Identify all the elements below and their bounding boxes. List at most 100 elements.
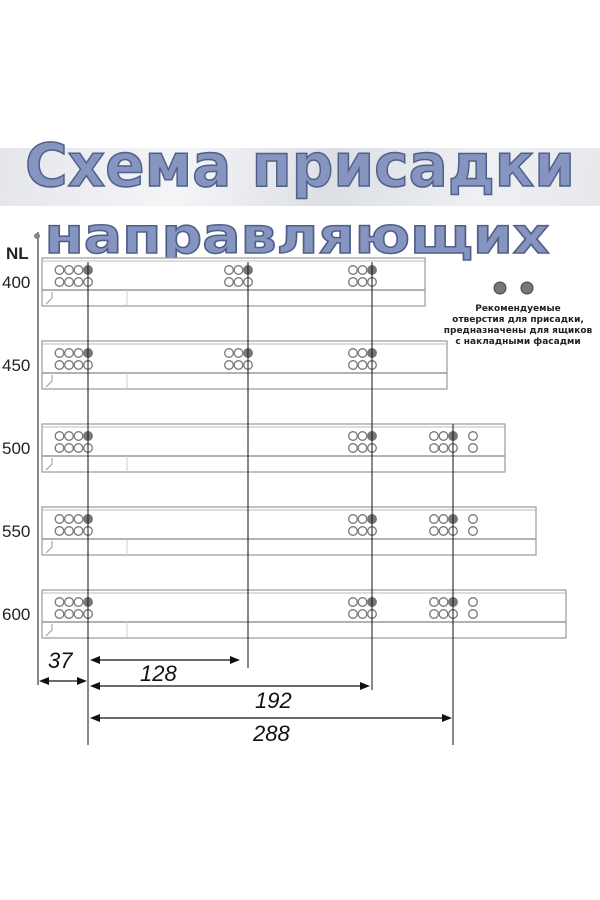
axis-dot: [34, 233, 40, 239]
rail-hook-icon: [45, 541, 53, 554]
mounting-hole: [429, 514, 439, 524]
mounting-hole: [468, 609, 478, 619]
mounting-hole: [348, 443, 358, 453]
mounting-hole: [233, 277, 244, 287]
mounting-hole: [348, 431, 358, 441]
mounting-hole: [429, 526, 439, 536]
arrowhead: [77, 677, 87, 685]
mounting-hole: [233, 265, 244, 275]
mounting-hole: [224, 277, 234, 287]
mounting-hole: [73, 360, 84, 370]
mounting-hole: [468, 526, 478, 536]
note-line: Рекомендуемые: [475, 304, 561, 314]
title-line2: направляющих: [45, 207, 550, 265]
mounting-hole: [468, 443, 478, 453]
mounting-hole: [64, 526, 74, 536]
mounting-hole: [73, 609, 84, 619]
mounting-hole: [438, 609, 449, 619]
nl-value: 500: [2, 439, 30, 458]
note-line: отверстия для присадки,: [452, 315, 584, 325]
nl-value: 600: [2, 605, 30, 624]
nl-label: NL: [6, 244, 29, 263]
mounting-hole: [348, 360, 358, 370]
rail-body: [41, 589, 567, 639]
dim-128-label: 128: [140, 661, 177, 686]
rail-body: [41, 423, 506, 473]
nl-value: 450: [2, 356, 30, 375]
nl-value: 400: [2, 273, 30, 292]
mounting-hole: [348, 597, 358, 607]
mounting-hole: [348, 514, 358, 524]
mounting-hole: [348, 277, 358, 287]
arrowhead: [442, 714, 452, 722]
rail-hook-icon: [45, 458, 53, 471]
mounting-hole: [357, 360, 368, 370]
mounting-hole: [357, 609, 368, 619]
rail-hook-icon: [45, 624, 53, 637]
hole-icon: [520, 281, 534, 295]
rail-600: 600: [2, 589, 567, 639]
mounting-hole: [64, 348, 74, 358]
mounting-hole: [54, 609, 65, 619]
mounting-hole: [468, 597, 478, 607]
mounting-hole: [357, 514, 368, 524]
mounting-hole: [468, 431, 478, 441]
mounting-hole: [73, 277, 84, 287]
mounting-hole: [73, 443, 84, 453]
mounting-hole: [54, 597, 65, 607]
mounting-hole: [348, 526, 358, 536]
mounting-hole: [224, 348, 234, 358]
dim-37-label: 37: [48, 648, 73, 673]
mounting-hole: [224, 265, 234, 275]
mounting-hole: [73, 431, 84, 441]
mounting-hole: [54, 265, 65, 275]
mounting-hole: [64, 609, 74, 619]
mounting-hole: [64, 597, 74, 607]
rail-550: 550: [2, 506, 537, 556]
mounting-hole: [54, 526, 65, 536]
mounting-hole: [54, 431, 65, 441]
mounting-hole: [438, 431, 449, 441]
rail-450: 450: [2, 340, 448, 390]
mounting-hole: [233, 348, 244, 358]
mounting-hole: [357, 277, 368, 287]
mounting-hole: [429, 609, 439, 619]
mounting-hole: [429, 597, 439, 607]
mounting-hole: [54, 443, 65, 453]
mounting-hole: [357, 526, 368, 536]
mounting-hole: [348, 348, 358, 358]
mounting-hole: [64, 431, 74, 441]
dim-288-label: 288: [252, 721, 290, 746]
mounting-hole: [357, 431, 368, 441]
rail-body: [41, 340, 448, 390]
mounting-hole: [348, 609, 358, 619]
mounting-hole: [438, 443, 449, 453]
mounting-hole: [348, 265, 358, 275]
title-band: [0, 148, 600, 206]
mounting-hole: [233, 360, 244, 370]
arrowhead: [39, 677, 49, 685]
mounting-hole: [54, 277, 65, 287]
nl-value: 550: [2, 522, 30, 541]
rail-hook-icon: [45, 375, 53, 388]
mounting-hole: [438, 526, 449, 536]
mounting-hole: [357, 597, 368, 607]
mounting-hole: [64, 265, 74, 275]
note-line: предназначены для ящиков: [444, 326, 593, 336]
arrowhead: [90, 714, 100, 722]
mounting-hole: [64, 443, 74, 453]
recommended-holes-legend: Рекомендуемые отверстия для присадки, пр…: [444, 281, 593, 347]
arrowhead: [90, 656, 100, 664]
rail-body: [41, 506, 537, 556]
mounting-hole: [438, 597, 449, 607]
mounting-hole: [54, 348, 65, 358]
mounting-hole: [429, 443, 439, 453]
arrowhead: [360, 682, 370, 690]
mounting-hole: [54, 514, 65, 524]
arrowhead: [90, 682, 100, 690]
mounting-hole: [357, 348, 368, 358]
mounting-hole: [73, 514, 84, 524]
mounting-hole: [224, 360, 234, 370]
dim-192-label: 192: [255, 688, 292, 713]
